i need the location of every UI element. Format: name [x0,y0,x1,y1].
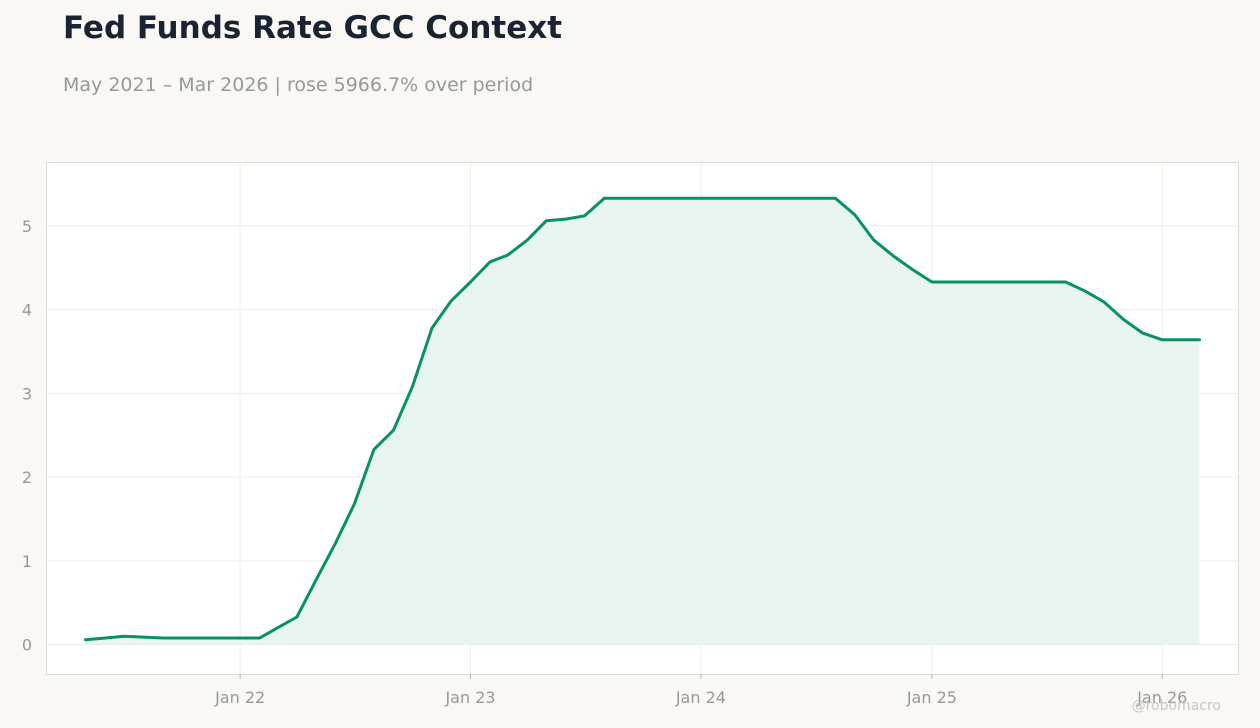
y-axis: 0 1 2 3 4 5 [22,217,32,655]
x-tick-label: Jan 26 [1136,688,1187,707]
y-tick-label: 5 [22,217,32,236]
x-tick-label: Jan 22 [214,688,265,707]
x-tick-label: Jan 25 [906,688,957,707]
watermark: @robomacro [1132,698,1221,714]
chart-subtitle: May 2021 – Mar 2026 | rose 5966.7% over … [63,74,534,96]
x-axis: Jan 22 Jan 23 Jan 24 Jan 25 Jan 26 [214,674,1187,707]
series-area [85,198,1200,645]
y-tick-label: 3 [22,384,32,403]
x-tick-label: Jan 23 [444,688,495,707]
y-tick-label: 0 [22,636,32,655]
series-line [84,196,1201,642]
y-tick-label: 2 [22,468,32,487]
chart-title: Fed Funds Rate GCC Context [63,10,563,46]
y-tick-label: 1 [22,552,32,571]
y-tick-label: 4 [22,301,32,320]
x-tick-label: Jan 24 [675,688,726,707]
